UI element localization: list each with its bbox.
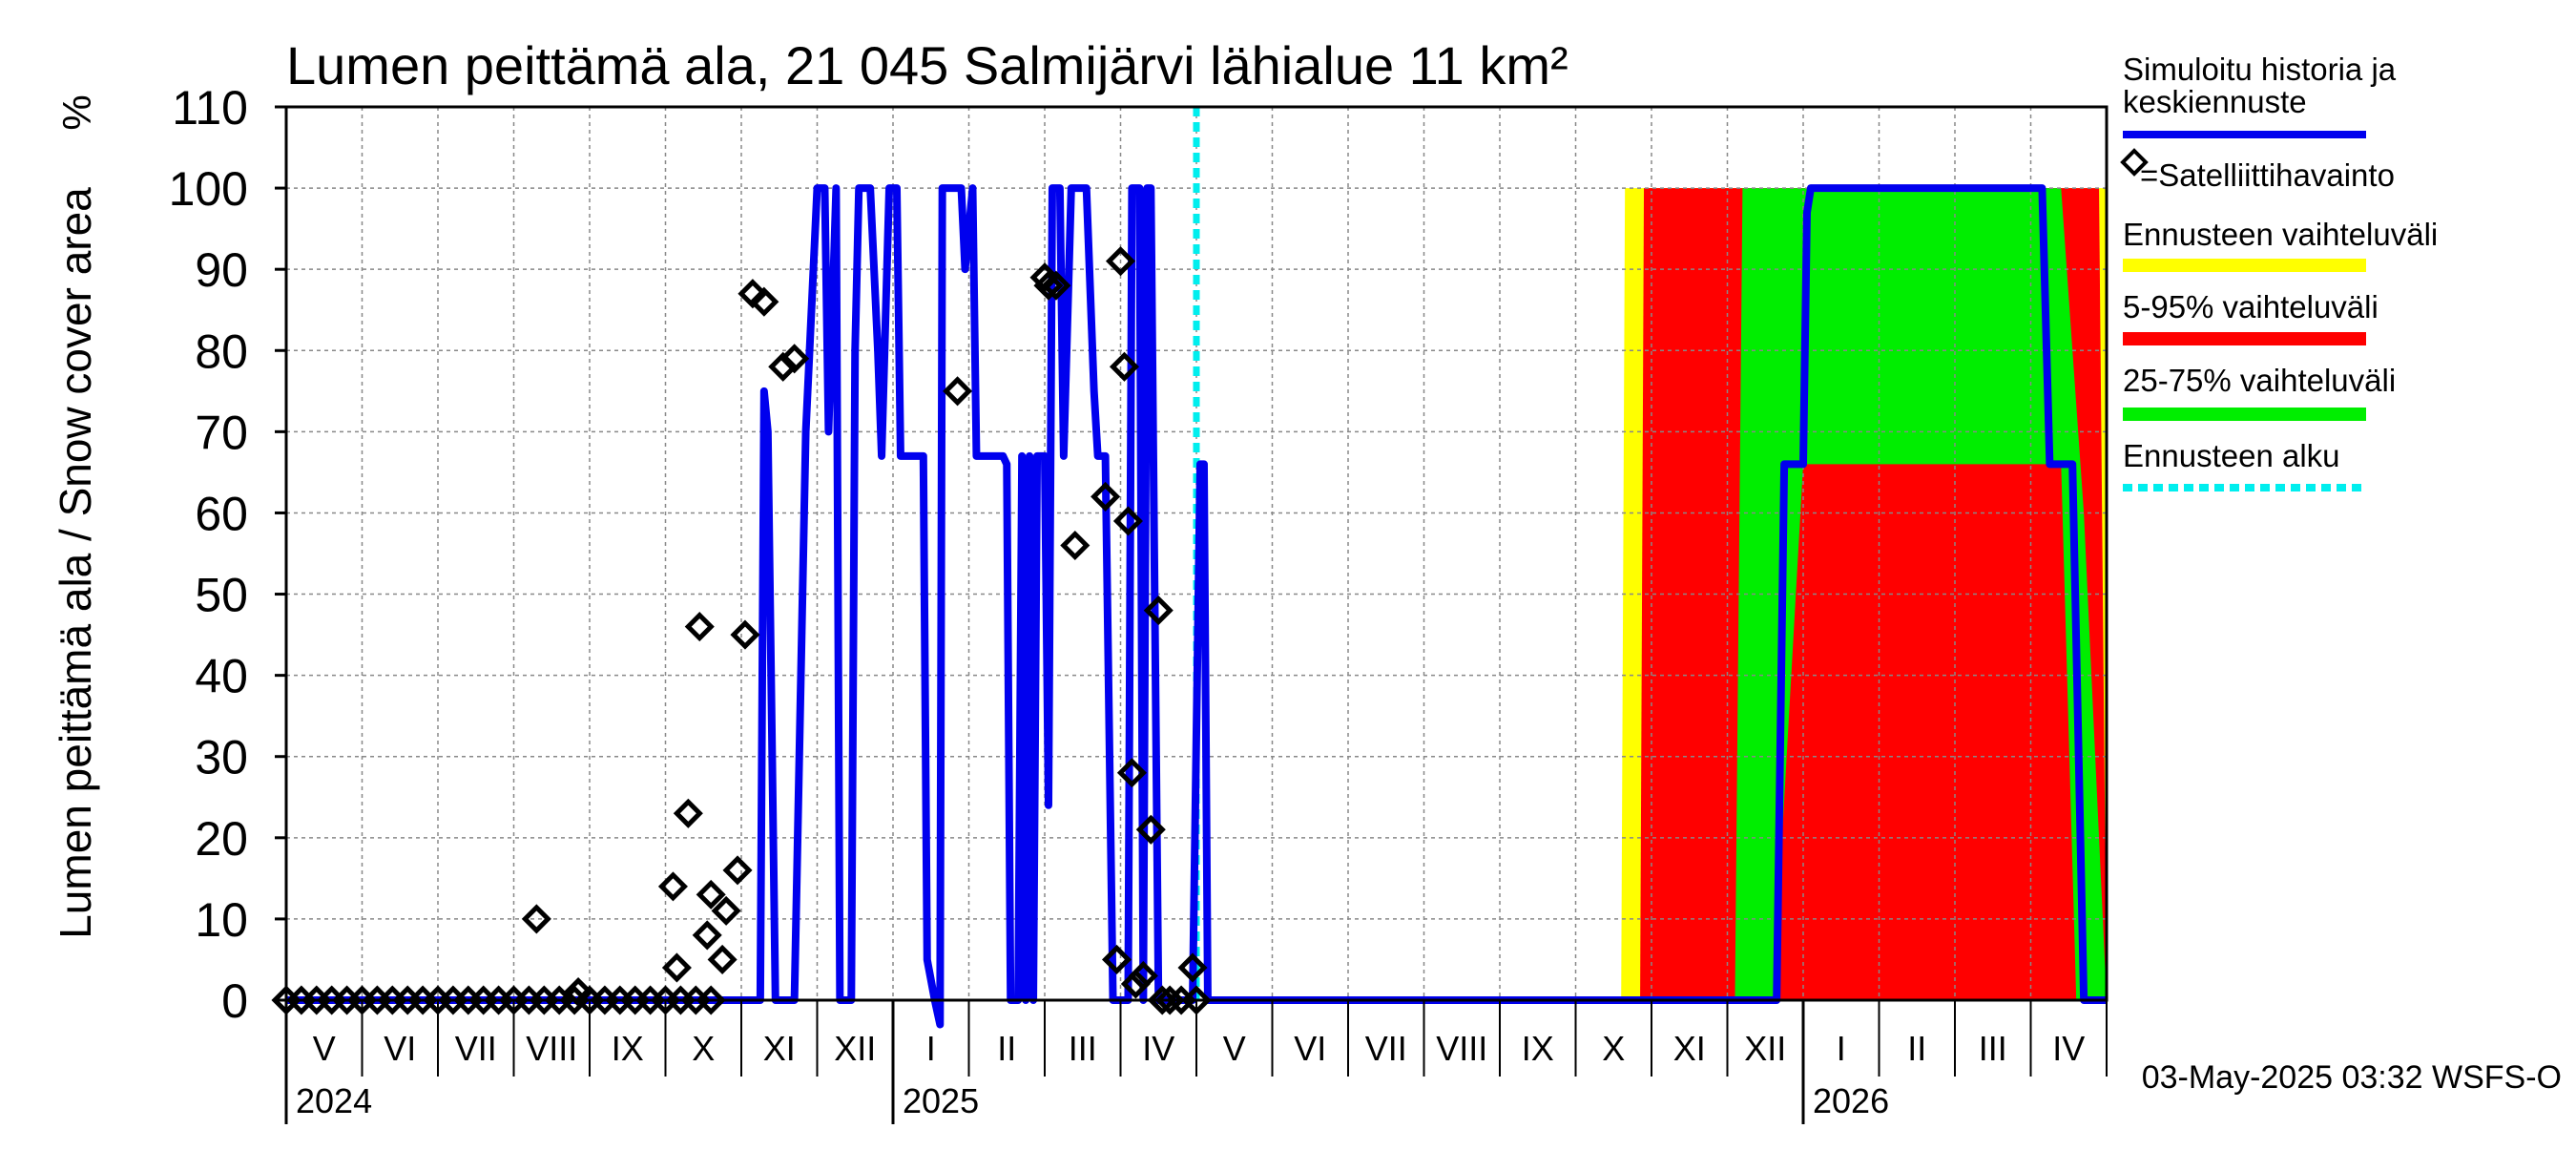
observation-point bbox=[1101, 944, 1132, 974]
observation-point bbox=[661, 952, 692, 983]
observation-point bbox=[696, 879, 726, 910]
month-label: II bbox=[1907, 1029, 1926, 1068]
y-tick-label: 50 bbox=[195, 569, 248, 622]
y-tick-label: 80 bbox=[195, 324, 248, 378]
observation-point bbox=[749, 286, 779, 317]
observation-point bbox=[707, 944, 737, 974]
y-tick-label: 30 bbox=[195, 731, 248, 784]
observation-point bbox=[1112, 506, 1143, 536]
legend-observation-label: =Satelliittihavainto bbox=[2140, 157, 2395, 193]
y-tick-label: 0 bbox=[221, 974, 248, 1028]
month-label: VII bbox=[455, 1029, 497, 1068]
legend-p5-95-label: 5-95% vaihteluväli bbox=[2123, 289, 2379, 324]
month-label: II bbox=[997, 1029, 1016, 1068]
month-label: VII bbox=[1365, 1029, 1407, 1068]
p25-75-band bbox=[1735, 188, 2107, 1000]
month-label: III bbox=[1979, 1029, 2007, 1068]
observation-point bbox=[673, 798, 703, 828]
legend-simulated-label-line2: keskiennuste bbox=[2123, 84, 2307, 119]
observation-point bbox=[696, 985, 726, 1015]
legend-p25-75-label: 25-75% vaihteluväli bbox=[2123, 363, 2396, 398]
month-label: XII bbox=[834, 1029, 876, 1068]
legend-range-label: Ennusteen vaihteluväli bbox=[2123, 217, 2438, 252]
month-label: XI bbox=[1673, 1029, 1706, 1068]
timestamp-footer: 03-May-2025 03:32 WSFS-O bbox=[2142, 1059, 2562, 1096]
observation-point bbox=[657, 871, 688, 902]
observation-point bbox=[1120, 969, 1151, 999]
y-tick-label: 100 bbox=[169, 162, 248, 216]
month-label: I bbox=[926, 1029, 936, 1068]
y-tick-label: 60 bbox=[195, 487, 248, 540]
month-label: VIII bbox=[1436, 1029, 1487, 1068]
month-label: XI bbox=[763, 1029, 796, 1068]
month-label: VIII bbox=[526, 1029, 577, 1068]
month-label: III bbox=[1069, 1029, 1097, 1068]
year-label: 2026 bbox=[1813, 1081, 1889, 1120]
month-label: IV bbox=[1142, 1029, 1174, 1068]
observation-point bbox=[1177, 952, 1208, 983]
observation-point bbox=[684, 612, 715, 642]
observation-point bbox=[779, 344, 810, 374]
month-label: VI bbox=[384, 1029, 416, 1068]
y-tick-label: 40 bbox=[195, 650, 248, 703]
observation-point bbox=[1143, 596, 1174, 626]
observation-point bbox=[1116, 758, 1147, 788]
observation-point bbox=[768, 351, 799, 382]
observation-point bbox=[1033, 270, 1064, 301]
legend-forecast-start-label: Ennusteen alku bbox=[2123, 438, 2340, 473]
month-label: IX bbox=[1522, 1029, 1554, 1068]
month-label: X bbox=[692, 1029, 715, 1068]
month-label: X bbox=[1602, 1029, 1625, 1068]
y-tick-label: 20 bbox=[195, 812, 248, 866]
observation-point bbox=[1109, 351, 1140, 382]
y-axis-label: Lumen peittämä ala / Snow cover area bbox=[51, 187, 100, 939]
forecast-bands bbox=[1621, 188, 2107, 1000]
legend-simulated-label: Simuloitu historia ja bbox=[2123, 52, 2397, 87]
observation-point bbox=[1091, 481, 1121, 512]
observation-point bbox=[1154, 985, 1185, 1015]
y-tick-label: 90 bbox=[195, 243, 248, 297]
y-tick-label: 10 bbox=[195, 893, 248, 947]
observation-point bbox=[1135, 814, 1166, 845]
observation-point bbox=[1147, 985, 1177, 1015]
observation-point bbox=[521, 904, 551, 934]
observation-point bbox=[711, 895, 741, 926]
month-label: I bbox=[1837, 1029, 1846, 1068]
year-label: 2025 bbox=[903, 1081, 979, 1120]
month-label: V bbox=[1223, 1029, 1246, 1068]
observation-point bbox=[563, 976, 593, 1008]
observation-point bbox=[692, 920, 722, 951]
y-axis-unit: % bbox=[54, 94, 99, 130]
observation-point bbox=[1041, 270, 1071, 301]
y-tick-label: 70 bbox=[195, 406, 248, 459]
observation-point bbox=[730, 619, 760, 650]
month-label: VI bbox=[1294, 1029, 1326, 1068]
chart-title: Lumen peittämä ala, 21 045 Salmijärvi lä… bbox=[286, 35, 1568, 95]
observation-point bbox=[722, 855, 753, 886]
year-label: 2024 bbox=[296, 1081, 372, 1120]
observation-point bbox=[1060, 530, 1091, 561]
observation-point bbox=[943, 376, 973, 407]
observation-point bbox=[1128, 960, 1158, 992]
month-label: XII bbox=[1744, 1029, 1786, 1068]
observation-point bbox=[1105, 246, 1136, 277]
month-label: IX bbox=[612, 1029, 644, 1068]
y-tick-label: 110 bbox=[172, 81, 248, 135]
legend-observation-swatch bbox=[2120, 148, 2149, 177]
month-label: IV bbox=[2052, 1029, 2085, 1068]
month-label: V bbox=[313, 1029, 336, 1068]
